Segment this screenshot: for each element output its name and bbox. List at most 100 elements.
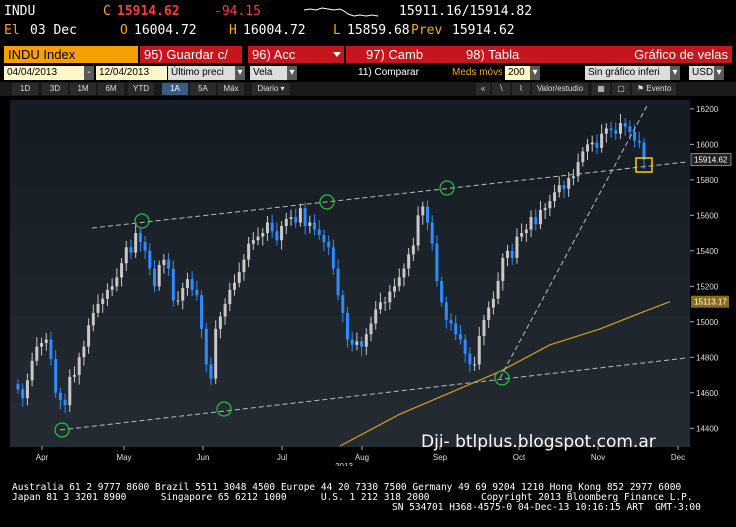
year-label: 2013 (335, 462, 353, 466)
lower-chart-select[interactable]: Sin gráfico inferi (585, 66, 672, 80)
candle-body (25, 380, 29, 399)
candle-body (275, 231, 279, 241)
candle-body (444, 302, 448, 321)
candle-body (298, 208, 302, 223)
back-button[interactable]: « (476, 83, 490, 95)
style-select[interactable]: Vela (250, 66, 289, 80)
period-button-ytd[interactable]: YTD (128, 83, 154, 95)
actions-button[interactable]: 96) Acc (248, 46, 344, 63)
ma-period-input[interactable]: 200 (505, 66, 532, 80)
candle-body (600, 133, 604, 148)
candle-body (96, 304, 100, 313)
candle-body (407, 254, 411, 269)
candle-body (548, 201, 552, 209)
candle-body (553, 192, 557, 202)
candle-body (425, 206, 429, 223)
prev-value: 15914.62 (452, 23, 515, 38)
period-button-3d[interactable]: 3D (42, 83, 68, 95)
candle-body (567, 178, 571, 189)
candle-body (242, 259, 246, 273)
touch-point-circle (54, 422, 70, 438)
price-field-select[interactable]: Último preci (168, 66, 237, 80)
period-button-máx[interactable]: Máx (218, 83, 244, 95)
candle-body (228, 289, 232, 305)
chart-band (10, 186, 690, 231)
candle-body (322, 234, 326, 242)
footer-line-2: Japan 81 3 3201 8900 Singapore 65 6212 1… (12, 492, 693, 503)
x-tick-label: Jun (197, 453, 210, 462)
chevron-down-icon[interactable]: ▾ (530, 66, 540, 80)
candle-body (628, 126, 632, 132)
open-label: O (120, 23, 128, 38)
moving-average-line (339, 301, 671, 447)
close-price: 15914.62 (117, 4, 180, 19)
compare-button[interactable]: 11) Comparar (358, 67, 419, 78)
candle-body (355, 341, 359, 345)
chevron-down-icon[interactable]: ▾ (287, 66, 297, 80)
candle-body (289, 217, 293, 219)
table-tool-icon[interactable]: ▦ (592, 83, 610, 95)
candle-body (331, 247, 335, 269)
period-button-1d[interactable]: 1D (12, 83, 38, 95)
candle-body (280, 225, 284, 241)
chevron-down-icon[interactable]: ▾ (670, 66, 680, 80)
frequency-select[interactable]: Diario ▾ (252, 83, 290, 95)
low-value: 15859.68 (347, 23, 410, 38)
candle-body (393, 286, 397, 292)
candle-body (256, 236, 260, 241)
candle-body (506, 250, 510, 258)
candle-body (581, 151, 585, 163)
candle-body (77, 357, 81, 376)
candle-body (265, 222, 269, 234)
change-button[interactable]: 97) Camb (346, 46, 466, 63)
period-button-1m[interactable]: 1M (70, 83, 96, 95)
chevron-down-icon[interactable]: ▾ (714, 66, 724, 80)
chart-tool-icon[interactable]: ⌇ (512, 83, 530, 95)
event-button[interactable]: ⚑ Evento (632, 83, 676, 95)
y-tick-label: 15000 (696, 318, 719, 327)
save-button[interactable]: 95) Guardar c/ (140, 46, 242, 63)
currency-select[interactable]: USD (689, 66, 716, 80)
candle-body (120, 263, 124, 278)
candle-body (369, 323, 373, 335)
touch-point-circle (134, 213, 150, 229)
intraday-sparkline (304, 7, 378, 17)
zoom-tool-icon[interactable]: ▢ (612, 83, 630, 95)
table-button[interactable]: 98) Tabla (450, 46, 542, 63)
end-date-input[interactable]: 12/04/2013 (96, 66, 167, 80)
chevron-down-icon[interactable]: ▾ (235, 66, 245, 80)
candle-body (171, 268, 175, 301)
period-button-5a[interactable]: 5A (190, 83, 216, 95)
candle-body (637, 140, 641, 143)
candle-body (101, 298, 105, 305)
candle-body (204, 328, 208, 365)
candle-body (181, 288, 185, 301)
candle-body (336, 268, 340, 296)
close-label: C (103, 4, 111, 19)
footer-line-1: Australia 61 2 9777 8600 Brazil 5511 304… (12, 482, 682, 493)
candle-body (345, 312, 349, 340)
period-button-6m[interactable]: 6M (98, 83, 124, 95)
candle-body (91, 312, 95, 326)
candle-body (143, 241, 147, 251)
value-study-button[interactable]: Valor/estudio (532, 83, 588, 95)
y-tick-label: 15600 (696, 211, 719, 220)
start-date-input[interactable]: 04/04/2013 (4, 66, 85, 80)
candle-body (247, 243, 251, 260)
price-chart[interactable]: 16200 16000 15800 15600 15400 15200 15000 14800… (0, 96, 736, 471)
line-tool-icon[interactable]: ∖ (492, 83, 510, 95)
last-price-box (690, 153, 732, 166)
chart-band (10, 229, 690, 274)
moving-averages-button[interactable]: Meds móvs (452, 67, 502, 78)
trend-line-steep (499, 103, 649, 379)
candle-body (402, 268, 406, 278)
candle-body (609, 128, 613, 131)
chart-type-button[interactable]: Gráfico de velas (532, 46, 732, 63)
candle-body (35, 346, 39, 361)
chart-band (10, 402, 690, 447)
period-button-1a[interactable]: 1A (162, 83, 188, 95)
trend-line-lower (59, 357, 687, 431)
candle-body (294, 217, 298, 223)
security-field[interactable]: INDU Index (4, 46, 138, 63)
candle-body (576, 162, 580, 177)
